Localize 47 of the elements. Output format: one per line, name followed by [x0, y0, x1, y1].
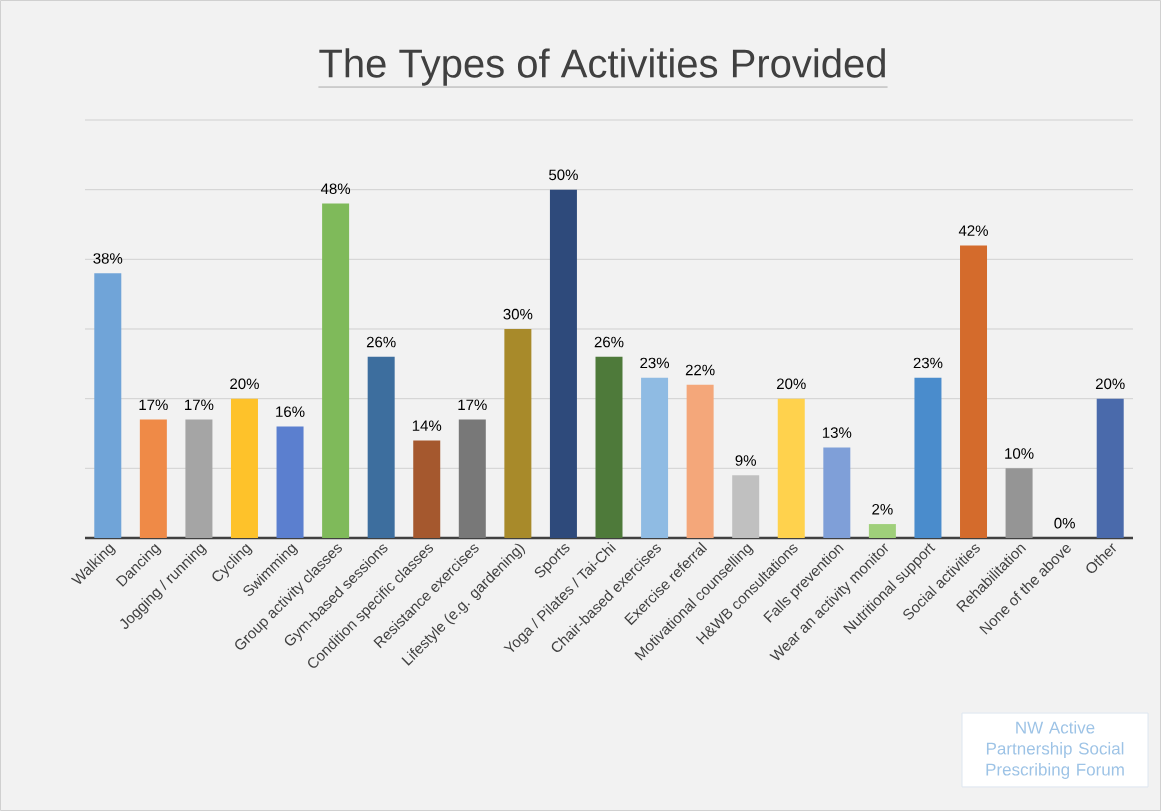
data-label: 38%	[93, 253, 123, 264]
data-label: 23%	[640, 357, 670, 369]
data-label: 17%	[139, 399, 168, 411]
data-label: 26%	[366, 336, 396, 348]
data-label: 22%	[685, 364, 715, 376]
data-label: 30%	[503, 308, 533, 320]
data-label: 50%	[549, 169, 578, 181]
bar	[322, 203, 350, 538]
chart-title: The Types of Activities Provided	[319, 48, 885, 86]
bar	[185, 419, 213, 538]
bar	[413, 440, 441, 538]
bar	[960, 245, 988, 538]
data-label: 17%	[185, 399, 214, 411]
data-label: 20%	[230, 378, 259, 390]
bar	[276, 426, 304, 538]
data-label: 0%	[1054, 517, 1075, 529]
bar	[549, 189, 577, 538]
data-label: 10%	[1005, 448, 1034, 459]
bar	[777, 398, 805, 538]
bar	[367, 356, 395, 538]
bar	[914, 377, 942, 538]
bar	[504, 329, 532, 538]
bar	[1005, 468, 1033, 538]
bar	[732, 475, 760, 538]
data-label: 48%	[320, 183, 351, 195]
data-label: 13%	[822, 427, 852, 438]
bar	[686, 384, 714, 538]
bar	[641, 377, 669, 538]
bar	[139, 419, 167, 538]
data-label: 20%	[777, 378, 806, 390]
data-label: 20%	[1095, 378, 1125, 390]
data-label: 17%	[458, 399, 487, 411]
text: NW Active Partnership Social Prescribing Forum	[986, 721, 1124, 779]
data-label: 14%	[412, 420, 442, 431]
bar	[230, 398, 258, 538]
bar	[823, 447, 851, 538]
bar	[1096, 398, 1124, 538]
bar	[595, 356, 623, 538]
data-label: 9%	[735, 455, 756, 466]
bar	[868, 524, 896, 538]
data-label: 42%	[958, 225, 988, 236]
data-label: 16%	[276, 406, 305, 418]
data-label: 23%	[913, 357, 943, 369]
data-label: 2%	[872, 503, 893, 515]
bar	[94, 273, 122, 538]
data-label: 26%	[594, 336, 624, 348]
bar	[458, 419, 486, 538]
